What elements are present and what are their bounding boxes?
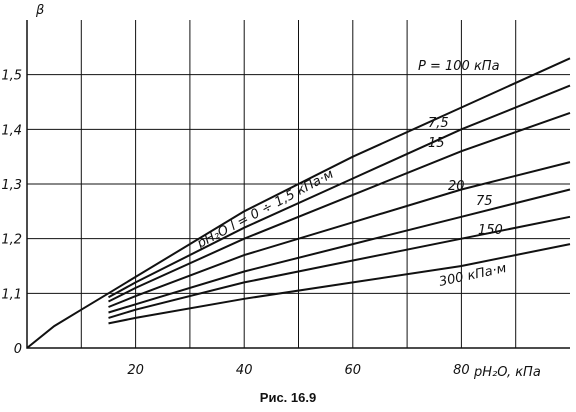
x-tick-label: 80 (453, 363, 470, 378)
y-tick-label: 0 (14, 342, 22, 357)
curve-label: 20 (448, 179, 465, 194)
curve (108, 215, 571, 319)
y-tick-label: 1,3 (1, 178, 22, 193)
annotation: P = 100 кПа (418, 59, 500, 74)
curve (108, 111, 571, 303)
curve (26, 57, 571, 349)
x-axis-label: pH₂O, кПа (473, 365, 541, 380)
curve-label: 150 (478, 223, 503, 238)
y-tick-label: 1,4 (1, 123, 22, 138)
x-tick-label: 20 (127, 363, 144, 378)
x-tick-label: 40 (236, 363, 253, 378)
y-axis-label: β (35, 3, 44, 18)
curve-label: 7,5 (428, 116, 449, 131)
y-tick-label: 1,2 (1, 233, 22, 248)
y-tick-label: 1,1 (1, 287, 22, 302)
curve (108, 188, 571, 314)
x-tick-label: 60 (345, 363, 362, 378)
curve (108, 243, 571, 325)
caption: Рис. 16.9 (260, 390, 316, 405)
curve-label: 75 (476, 194, 493, 209)
y-tick-label: 1,5 (1, 69, 22, 84)
curve-label: 15 (428, 136, 445, 151)
curve (108, 161, 571, 308)
curve (108, 84, 571, 299)
